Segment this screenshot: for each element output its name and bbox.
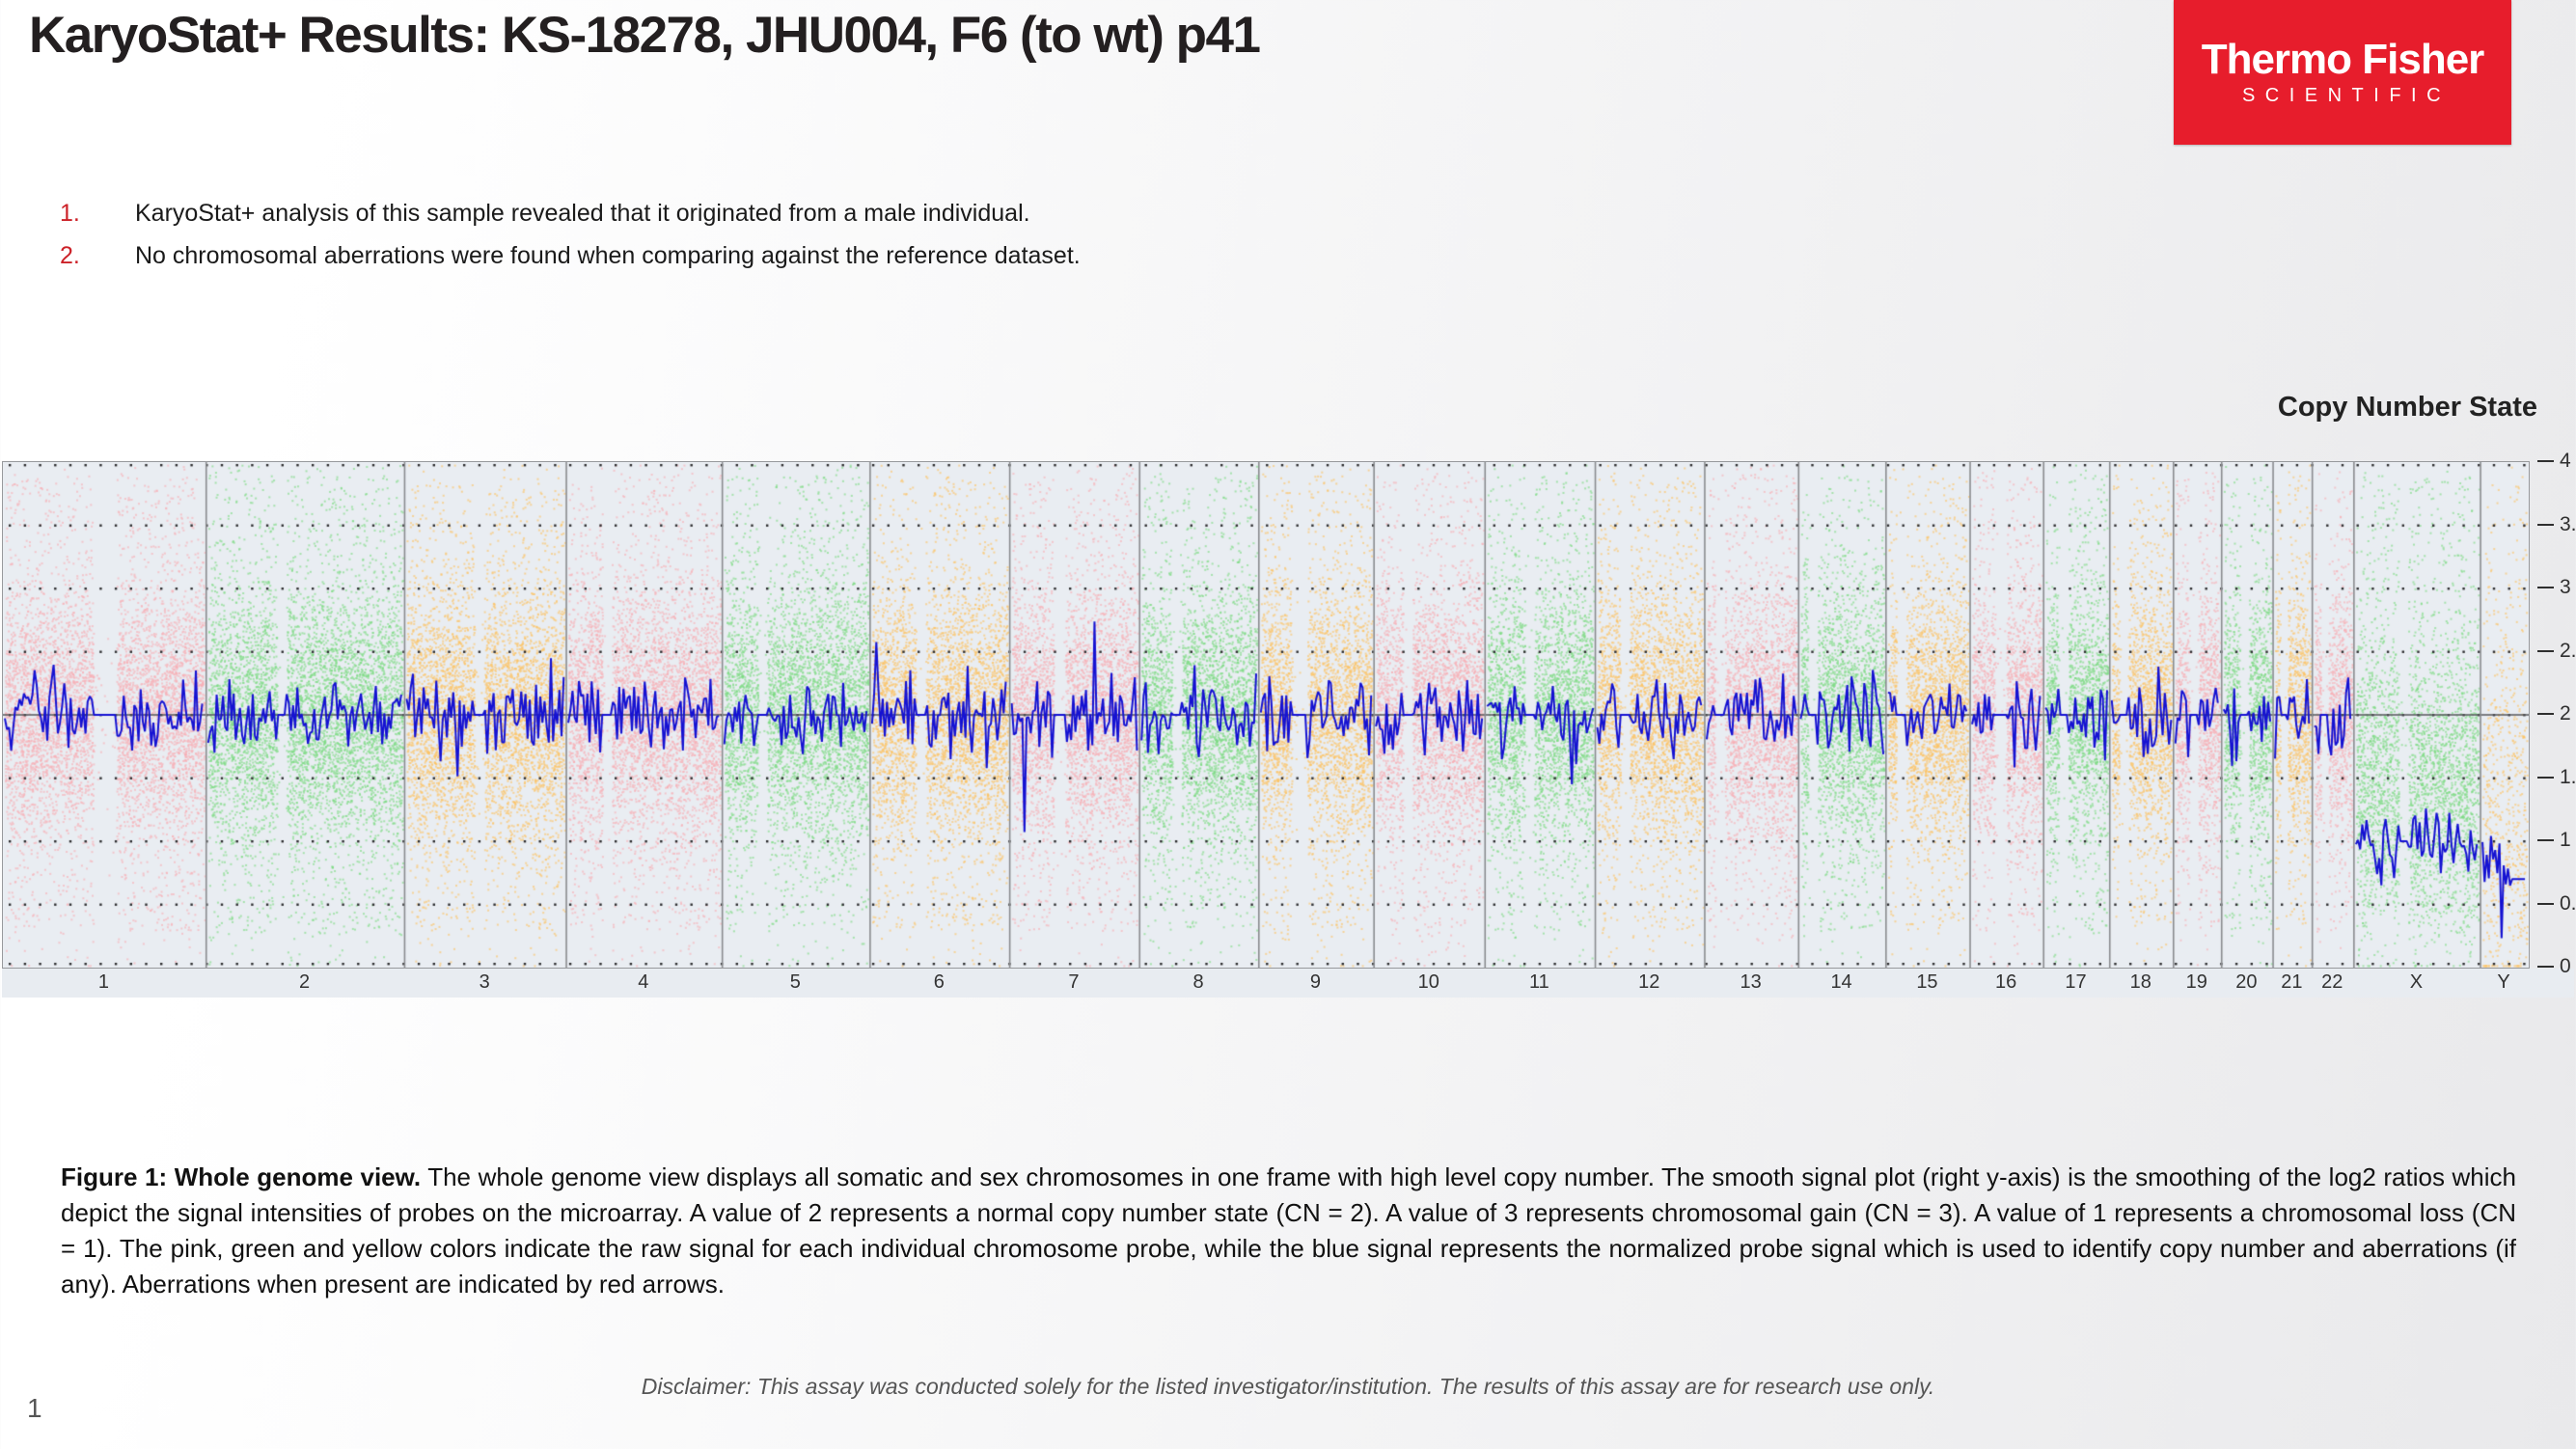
figure-caption: Figure 1: Whole genome view. The whole g…: [61, 1160, 2516, 1302]
finding-item: 1. KaryoStat+ analysis of this sample re…: [60, 199, 1507, 229]
y-tick-label: 0.5: [2560, 891, 2576, 915]
chromosome-label: 5: [789, 971, 801, 993]
findings-list: 1. KaryoStat+ analysis of this sample re…: [60, 199, 1507, 284]
chromosome-label: 12: [1638, 971, 1660, 993]
finding-text: KaryoStat+ analysis of this sample revea…: [135, 200, 1030, 227]
y-tick-mark: [2537, 776, 2554, 779]
y-tick-label: 3: [2560, 576, 2571, 598]
chromosome-axis: 1 2 3 4 5 6 7 8 9 10 11 12 13 14 15 16 17 18 19 20 21 22 X Y: [2, 969, 2574, 998]
caption-text: The whole genome view displays all somat…: [61, 1162, 2516, 1299]
genome-plot-canvas: [3, 462, 2529, 968]
chromosome-label: Y: [2497, 971, 2510, 993]
chromosome-label: 20: [2235, 971, 2258, 993]
y-tick-label: 0: [2560, 955, 2571, 977]
chromosome-label: 10: [1417, 971, 1439, 993]
chromosome-label: 15: [1916, 971, 1938, 993]
y-tick-mark: [2537, 460, 2554, 462]
y-tick-mark: [2537, 713, 2554, 715]
finding-item: 2. No chromosomal aberrations were found…: [60, 241, 1507, 271]
chromosome-label: 13: [1740, 971, 1762, 993]
page-title: KaryoStat+ Results: KS-18278, JHU004, F6…: [29, 7, 1261, 64]
chromosome-label: 14: [1830, 971, 1852, 993]
finding-number: 1.: [60, 200, 80, 227]
chromosome-label: 8: [1192, 971, 1204, 993]
y-tick-mark: [2537, 966, 2554, 968]
copy-number-y-axis: 4 3.5 3 2.5 2 1.5 1 0.5 0: [2530, 450, 2576, 977]
whole-genome-plot: [2, 461, 2530, 969]
chromosome-label: 17: [2065, 971, 2087, 993]
chromosome-label: 3: [479, 971, 490, 993]
copy-number-state-label: Copy Number State: [2277, 392, 2537, 423]
y-tick-label: 4: [2560, 450, 2571, 472]
y-tick-mark: [2537, 902, 2554, 905]
y-tick-label: 3.5: [2560, 512, 2576, 535]
y-tick-mark: [2537, 523, 2554, 526]
chromosome-label: 11: [1529, 971, 1549, 993]
y-tick-mark: [2537, 839, 2554, 841]
logo-wordmark: Thermo Fisher: [2201, 36, 2485, 84]
chromosome-label: 6: [933, 971, 945, 993]
logo-subtext: SCIENTIFIC: [2241, 84, 2452, 106]
page-number: 1: [27, 1393, 42, 1423]
finding-text: No chromosomal aberrations were found wh…: [135, 242, 1081, 269]
y-tick-label: 2.5: [2560, 639, 2576, 662]
y-tick-mark: [2537, 649, 2554, 652]
chromosome-label: 16: [1995, 971, 2017, 993]
chromosome-label: 9: [1309, 971, 1322, 993]
disclaimer: Disclaimer: This assay was conducted sol…: [641, 1374, 1935, 1399]
y-tick-label: 1: [2560, 829, 2571, 851]
chromosome-label: 4: [638, 971, 649, 993]
chromosome-label: X: [2409, 971, 2424, 993]
caption-bold: Figure 1: Whole genome view.: [61, 1162, 422, 1191]
finding-number: 2.: [60, 242, 80, 269]
chromosome-label: 18: [2129, 971, 2151, 993]
y-tick-mark: [2537, 587, 2554, 588]
thermofisher-logo: Thermo Fisher SCIENTIFIC: [2174, 0, 2511, 145]
y-tick-label: 1.5: [2560, 765, 2576, 788]
chromosome-label: 22: [2321, 971, 2343, 993]
chromosome-label: 2: [299, 971, 311, 993]
chromosome-label: 7: [1068, 971, 1080, 993]
chromosome-label: 1: [97, 971, 109, 993]
chromosome-label: 19: [2185, 971, 2207, 993]
chromosome-label: 21: [2281, 971, 2303, 993]
y-tick-label: 2: [2560, 702, 2571, 724]
